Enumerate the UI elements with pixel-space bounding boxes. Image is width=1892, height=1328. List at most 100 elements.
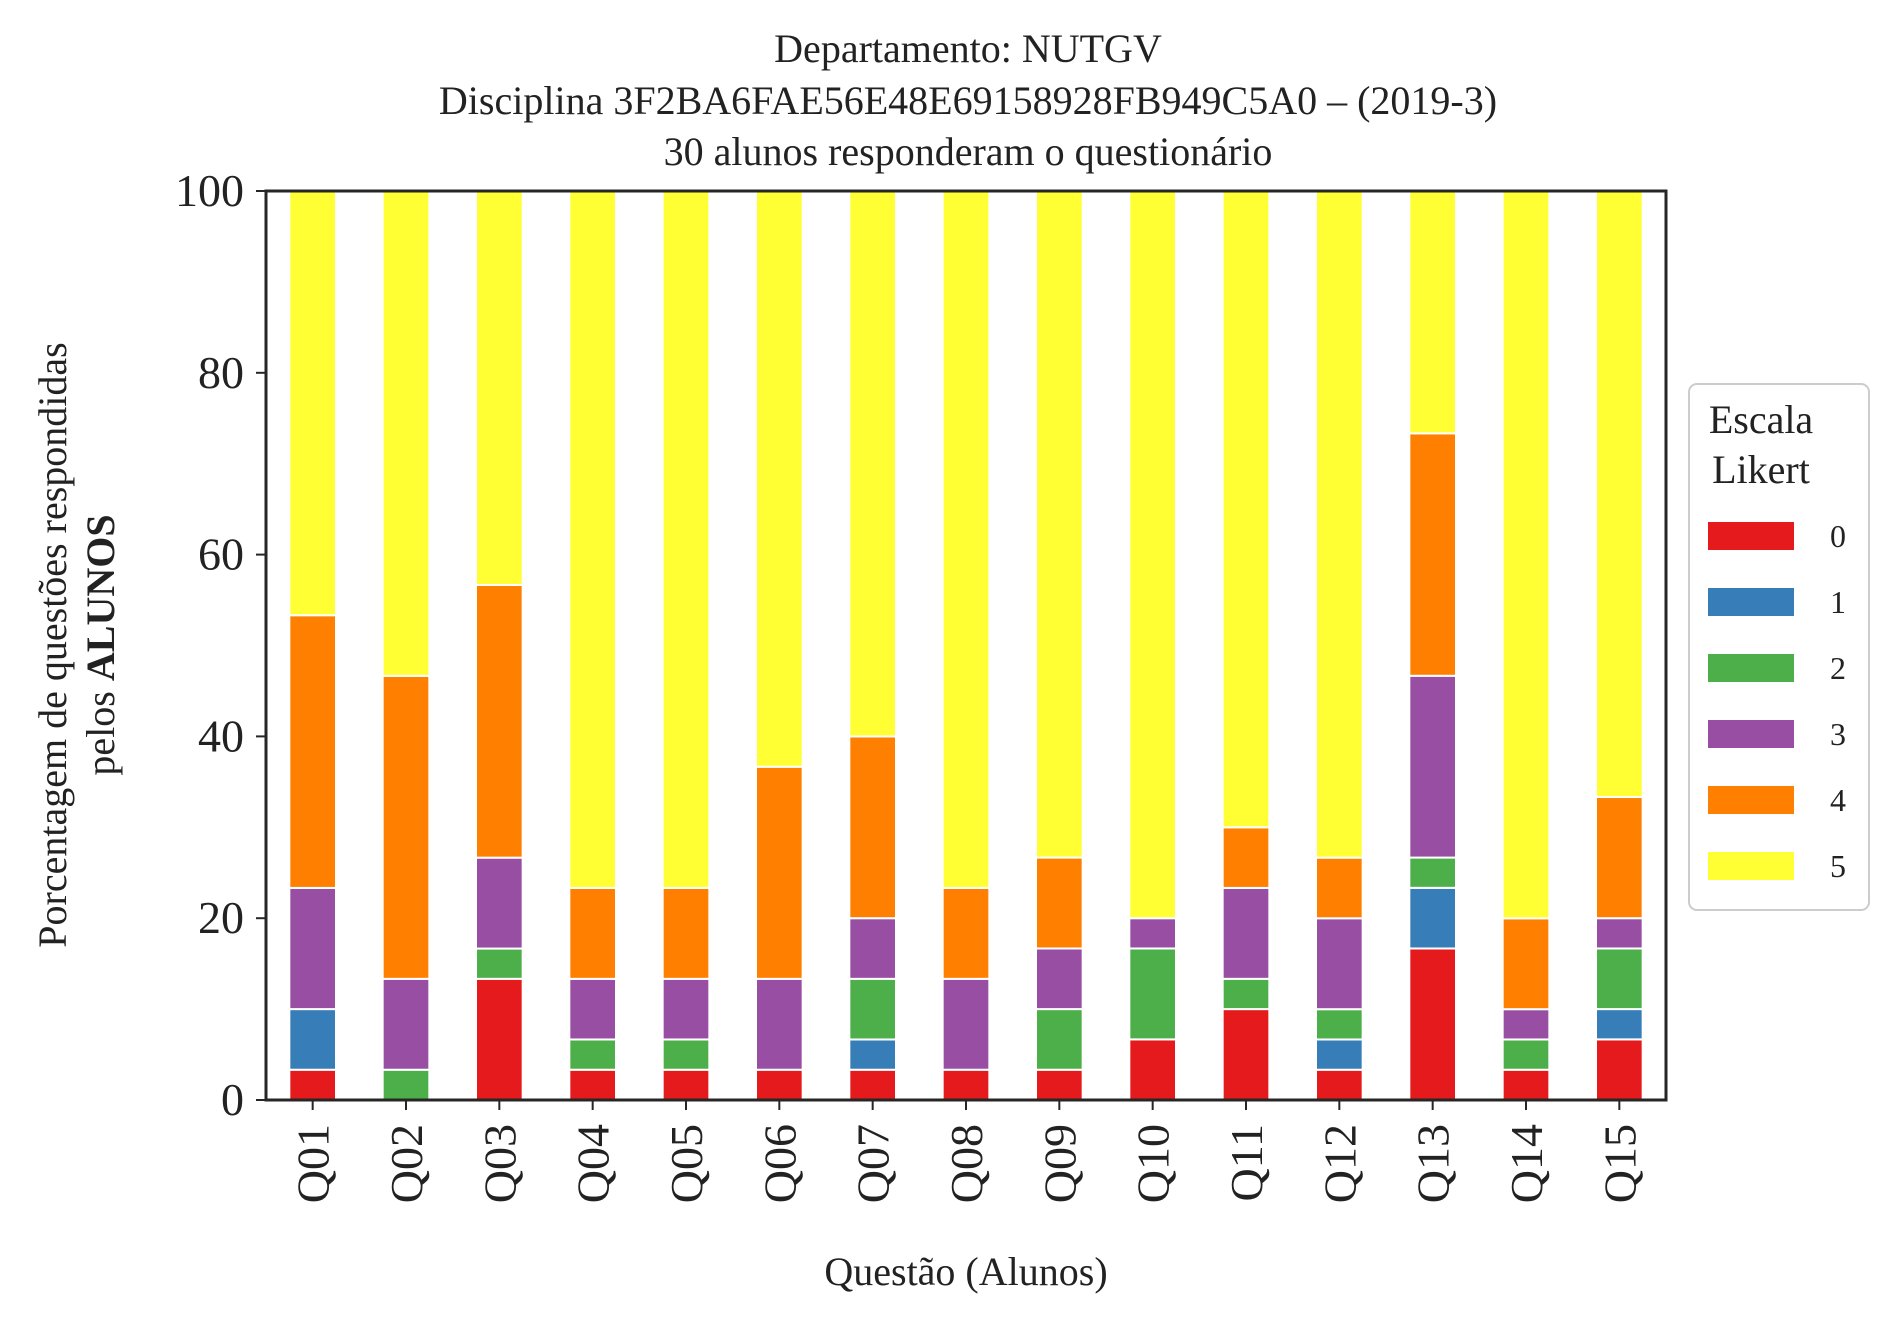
legend-label-1: 1: [1830, 584, 1846, 620]
legend-swatch-2: [1708, 654, 1794, 682]
bar-segment-q01-likert-5: [288, 190, 338, 617]
x-tick-label-q07: Q07: [848, 1124, 899, 1203]
bar-segment-q14-likert-5: [1501, 190, 1551, 920]
y-axis-label-prefix: pelos: [78, 681, 123, 775]
y-tick-label-20: 20: [198, 892, 244, 943]
bar-segment-q03-likert-3: [475, 856, 524, 950]
bar-segment-q06-likert-4: [755, 765, 804, 980]
bar-segment-q14-likert-0: [1501, 1068, 1551, 1102]
bar-segment-q08-likert-5: [941, 190, 991, 889]
bar-segment-q07-likert-1: [848, 1038, 897, 1071]
bar-segment-q01-likert-3: [288, 886, 338, 1011]
bar-segment-q10-likert-0: [1128, 1038, 1178, 1102]
bar-segment-q09-likert-2: [1035, 1008, 1084, 1071]
bar-segment-q03-likert-5: [475, 190, 524, 586]
bar-segment-q07-likert-5: [848, 190, 897, 738]
bar-segment-q15-likert-1: [1595, 1008, 1644, 1041]
chart-title-line-2: Disciplina 3F2BA6FAE56E48E69158928FB949C…: [439, 78, 1497, 123]
x-tick-label-q03: Q03: [474, 1124, 525, 1203]
bar-segment-q08-likert-3: [941, 977, 991, 1071]
legend-swatch-5: [1708, 852, 1794, 880]
bar-segment-q06-likert-0: [755, 1068, 804, 1102]
bar-segment-q04-likert-2: [568, 1038, 617, 1071]
legend-title-line-1: Escala: [1709, 397, 1814, 442]
x-axis-label: Questão (Alunos): [824, 1249, 1107, 1294]
x-tick-label-q05: Q05: [661, 1124, 712, 1203]
x-tick-label-q02: Q02: [381, 1124, 432, 1203]
bar-segment-q08-likert-0: [941, 1068, 991, 1102]
bar-segment-q13-likert-4: [1408, 432, 1458, 677]
y-tick-label-60: 60: [198, 529, 244, 580]
legend-swatch-4: [1708, 786, 1794, 814]
legend-swatch-1: [1708, 588, 1794, 616]
chart-title-line-1: Departamento: NUTGV: [774, 26, 1162, 71]
legend-label-5: 5: [1830, 848, 1846, 884]
legend-items: 0 1 2 3 4 5: [1708, 518, 1846, 884]
bar-segment-q04-likert-4: [568, 886, 617, 980]
y-axis-label-line-2: pelos ALUNOS: [78, 514, 123, 775]
bar-segment-q03-likert-4: [475, 583, 524, 859]
bar-segment-q08-likert-4: [941, 886, 991, 980]
y-tick-label-0: 0: [221, 1074, 244, 1125]
bar-segment-q03-likert-0: [475, 977, 524, 1102]
bar-segment-q04-likert-0: [568, 1068, 617, 1102]
bar-segment-q04-likert-3: [568, 977, 617, 1041]
legend-label-2: 2: [1830, 650, 1846, 686]
x-tick-label-q01: Q01: [288, 1124, 339, 1203]
legend: Escala Likert 0 1 2 3 4 5: [1688, 383, 1870, 911]
bar-segment-q10-likert-3: [1128, 917, 1178, 950]
bar-segment-q05-likert-0: [661, 1068, 711, 1102]
bar-segment-q05-likert-2: [661, 1038, 711, 1071]
bar-segment-q09-likert-0: [1035, 1068, 1084, 1102]
bar-segment-q12-likert-2: [1315, 1008, 1364, 1041]
bar-segment-q14-likert-4: [1501, 917, 1551, 1011]
bar-segment-q14-likert-3: [1501, 1008, 1551, 1041]
legend-title-line-2: Likert: [1712, 447, 1810, 492]
bar-segment-q07-likert-2: [848, 977, 897, 1041]
bar-segment-q15-likert-0: [1595, 1038, 1644, 1102]
legend-frame: [1688, 383, 1870, 911]
bar-segment-q02-likert-2: [381, 1068, 431, 1102]
bar-segment-q02-likert-5: [381, 190, 431, 677]
bar-segment-q11-likert-0: [1221, 1008, 1271, 1101]
bar-segment-q05-likert-4: [661, 886, 711, 980]
bar-segment-q01-likert-1: [288, 1008, 338, 1071]
bar-segment-q12-likert-0: [1315, 1068, 1364, 1102]
y-axis-label: Porcentagem de questões respondidas pelo…: [30, 342, 123, 947]
bar-segment-q15-likert-3: [1595, 917, 1644, 950]
x-tick-label-q09: Q09: [1034, 1124, 1085, 1203]
bar-segment-q05-likert-3: [661, 977, 711, 1041]
bar-segment-q14-likert-2: [1501, 1038, 1551, 1071]
bar-segment-q01-likert-4: [288, 614, 338, 889]
y-tick-label-80: 80: [198, 347, 244, 398]
bar-segment-q13-likert-2: [1408, 856, 1458, 889]
bar-segment-q03-likert-2: [475, 947, 524, 980]
legend-swatch-3: [1708, 720, 1794, 748]
y-axis-label-line-1: Porcentagem de questões respondidas: [30, 342, 75, 947]
bars-layer: [288, 189, 1644, 1102]
y-axis-ticks: 0 20 40 60 80 100: [175, 165, 266, 1125]
bar-segment-q09-likert-3: [1035, 947, 1084, 1011]
x-tick-label-q12: Q12: [1314, 1124, 1365, 1203]
bar-segment-q11-likert-5: [1221, 190, 1271, 829]
bar-segment-q12-likert-4: [1315, 856, 1364, 920]
x-axis-ticks: Q01 Q02 Q03 Q04 Q05 Q06 Q07 Q08 Q09 Q10 Q11 Q12 Q13 Q…: [288, 1100, 1645, 1203]
bar-segment-q09-likert-5: [1035, 190, 1084, 859]
bar-segment-q12-likert-1: [1315, 1038, 1364, 1071]
bar-segment-q04-likert-5: [568, 190, 617, 889]
x-tick-label-q08: Q08: [941, 1124, 992, 1203]
bar-segment-q06-likert-5: [755, 190, 804, 768]
bar-segment-q06-likert-3: [755, 977, 804, 1071]
bar-segment-q02-likert-4: [381, 674, 431, 980]
x-tick-label-q15: Q15: [1594, 1124, 1645, 1203]
x-tick-label-q06: Q06: [754, 1124, 805, 1203]
bar-segment-q11-likert-3: [1221, 886, 1271, 980]
bar-segment-q07-likert-0: [848, 1068, 897, 1102]
x-tick-label-q04: Q04: [568, 1124, 619, 1203]
bar-segment-q15-likert-2: [1595, 947, 1644, 1011]
bar-segment-q13-likert-3: [1408, 674, 1458, 859]
bar-segment-q07-likert-3: [848, 917, 897, 980]
legend-label-0: 0: [1830, 518, 1846, 554]
